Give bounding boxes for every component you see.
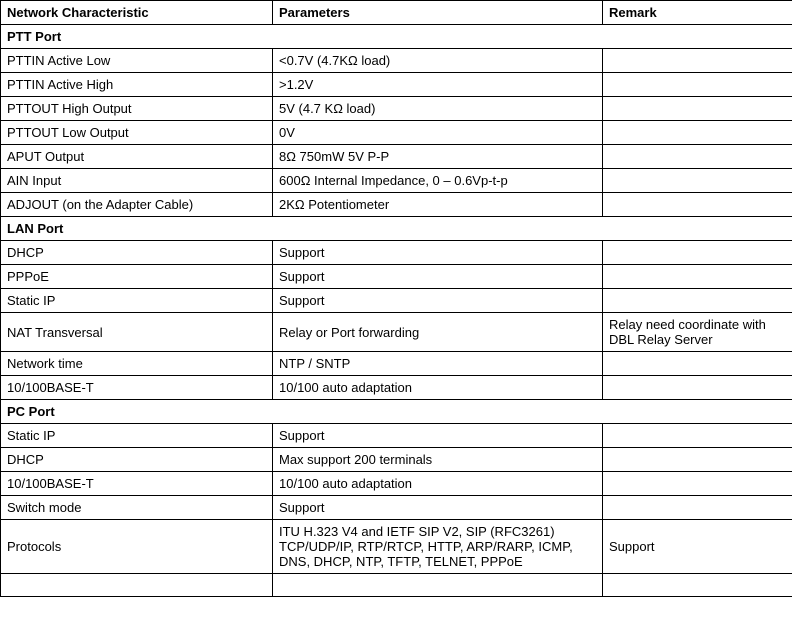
table-cell: Static IP (1, 424, 273, 448)
table-cell: 2KΩ Potentiometer (273, 193, 603, 217)
header-characteristic: Network Characteristic (1, 1, 273, 25)
spec-table: Network Characteristic Parameters Remark… (0, 0, 792, 597)
table-cell: Support (273, 496, 603, 520)
table-cell: Max support 200 terminals (273, 448, 603, 472)
table-cell: 10/100 auto adaptation (273, 376, 603, 400)
table-row: PTTIN Active Low<0.7V (4.7KΩ load) (1, 49, 792, 73)
table-row: Protocols ITU H.323 V4 and IETF SIP V2, … (1, 520, 792, 574)
header-remark: Remark (603, 1, 792, 25)
table-cell (603, 472, 792, 496)
table-row: PTTOUT High Output5V (4.7 KΩ load) (1, 97, 792, 121)
table-cell (603, 121, 792, 145)
table-cell: Support (273, 241, 603, 265)
table-row: NAT TransversalRelay or Port forwarding … (1, 313, 792, 352)
table-row: 10/100BASE-T10/100 auto adaptation (1, 376, 792, 400)
table-row: Static IPSupport (1, 289, 792, 313)
table-cell (603, 265, 792, 289)
table-cell: Relay or Port forwarding (273, 313, 603, 352)
table-cell: Support (273, 265, 603, 289)
table-cell: Network time (1, 352, 273, 376)
table-cell: Support (273, 289, 603, 313)
table-cell: Protocols (1, 520, 273, 574)
table-cell (603, 289, 792, 313)
table-cell: ADJOUT (on the Adapter Cable) (1, 193, 273, 217)
empty-cell (1, 574, 273, 597)
table-cell (603, 448, 792, 472)
table-cell: <0.7V (4.7KΩ load) (273, 49, 603, 73)
table-row: ADJOUT (on the Adapter Cable)2KΩ Potenti… (1, 193, 792, 217)
table-cell: 10/100BASE-T (1, 472, 273, 496)
section-lan-label: LAN Port (1, 217, 792, 241)
table-cell (603, 169, 792, 193)
empty-cell (273, 574, 603, 597)
table-cell: 5V (4.7 KΩ load) (273, 97, 603, 121)
table-cell: 10/100BASE-T (1, 376, 273, 400)
table-cell: Support (273, 424, 603, 448)
table-row: Switch modeSupport (1, 496, 792, 520)
table-cell (603, 145, 792, 169)
table-cell: PTTOUT Low Output (1, 121, 273, 145)
table-row: PTTIN Active High>1.2V (1, 73, 792, 97)
table-cell: PPPoE (1, 265, 273, 289)
table-cell: >1.2V (273, 73, 603, 97)
table-cell: PTTIN Active Low (1, 49, 273, 73)
table-cell (603, 193, 792, 217)
table-row: PTTOUT Low Output0V (1, 121, 792, 145)
table-cell: DHCP (1, 241, 273, 265)
table-cell: DHCP (1, 448, 273, 472)
table-cell: Switch mode (1, 496, 273, 520)
table-row: PPPoESupport (1, 265, 792, 289)
table-cell (603, 97, 792, 121)
table-cell: 10/100 auto adaptation (273, 472, 603, 496)
table-cell: Static IP (1, 289, 273, 313)
table-row: APUT Output8Ω 750mW 5V P-P (1, 145, 792, 169)
table-cell (603, 352, 792, 376)
table-row: DHCPMax support 200 terminals (1, 448, 792, 472)
table-cell: 8Ω 750mW 5V P-P (273, 145, 603, 169)
table-row: 10/100BASE-T10/100 auto adaptation (1, 472, 792, 496)
table-cell: NAT Transversal (1, 313, 273, 352)
empty-cell (603, 574, 792, 597)
section-lan: LAN Port (1, 217, 792, 241)
table-cell: PTTOUT High Output (1, 97, 273, 121)
section-ptt-label: PTT Port (1, 25, 792, 49)
table-row: AIN Input600Ω Internal Impedance, 0 – 0.… (1, 169, 792, 193)
header-row: Network Characteristic Parameters Remark (1, 1, 792, 25)
table-cell: NTP / SNTP (273, 352, 603, 376)
table-cell: Relay need coordinate with DBL Relay Ser… (603, 313, 792, 352)
section-pc: PC Port (1, 400, 792, 424)
table-cell (603, 496, 792, 520)
table-row: Static IPSupport (1, 424, 792, 448)
table-row: Network timeNTP / SNTP (1, 352, 792, 376)
table-cell (603, 241, 792, 265)
table-cell: APUT Output (1, 145, 273, 169)
table-cell (603, 73, 792, 97)
table-cell (603, 376, 792, 400)
table-cell: PTTIN Active High (1, 73, 273, 97)
table-cell (603, 424, 792, 448)
header-parameters: Parameters (273, 1, 603, 25)
table-row: DHCPSupport (1, 241, 792, 265)
table-cell: AIN Input (1, 169, 273, 193)
table-cell: 600Ω Internal Impedance, 0 – 0.6Vp-t-p (273, 169, 603, 193)
section-pc-label: PC Port (1, 400, 792, 424)
table-cell (603, 49, 792, 73)
table-cell: 0V (273, 121, 603, 145)
table-row-empty (1, 574, 792, 597)
table-cell: ITU H.323 V4 and IETF SIP V2, SIP (RFC32… (273, 520, 603, 574)
table-cell: Support (603, 520, 792, 574)
section-ptt: PTT Port (1, 25, 792, 49)
